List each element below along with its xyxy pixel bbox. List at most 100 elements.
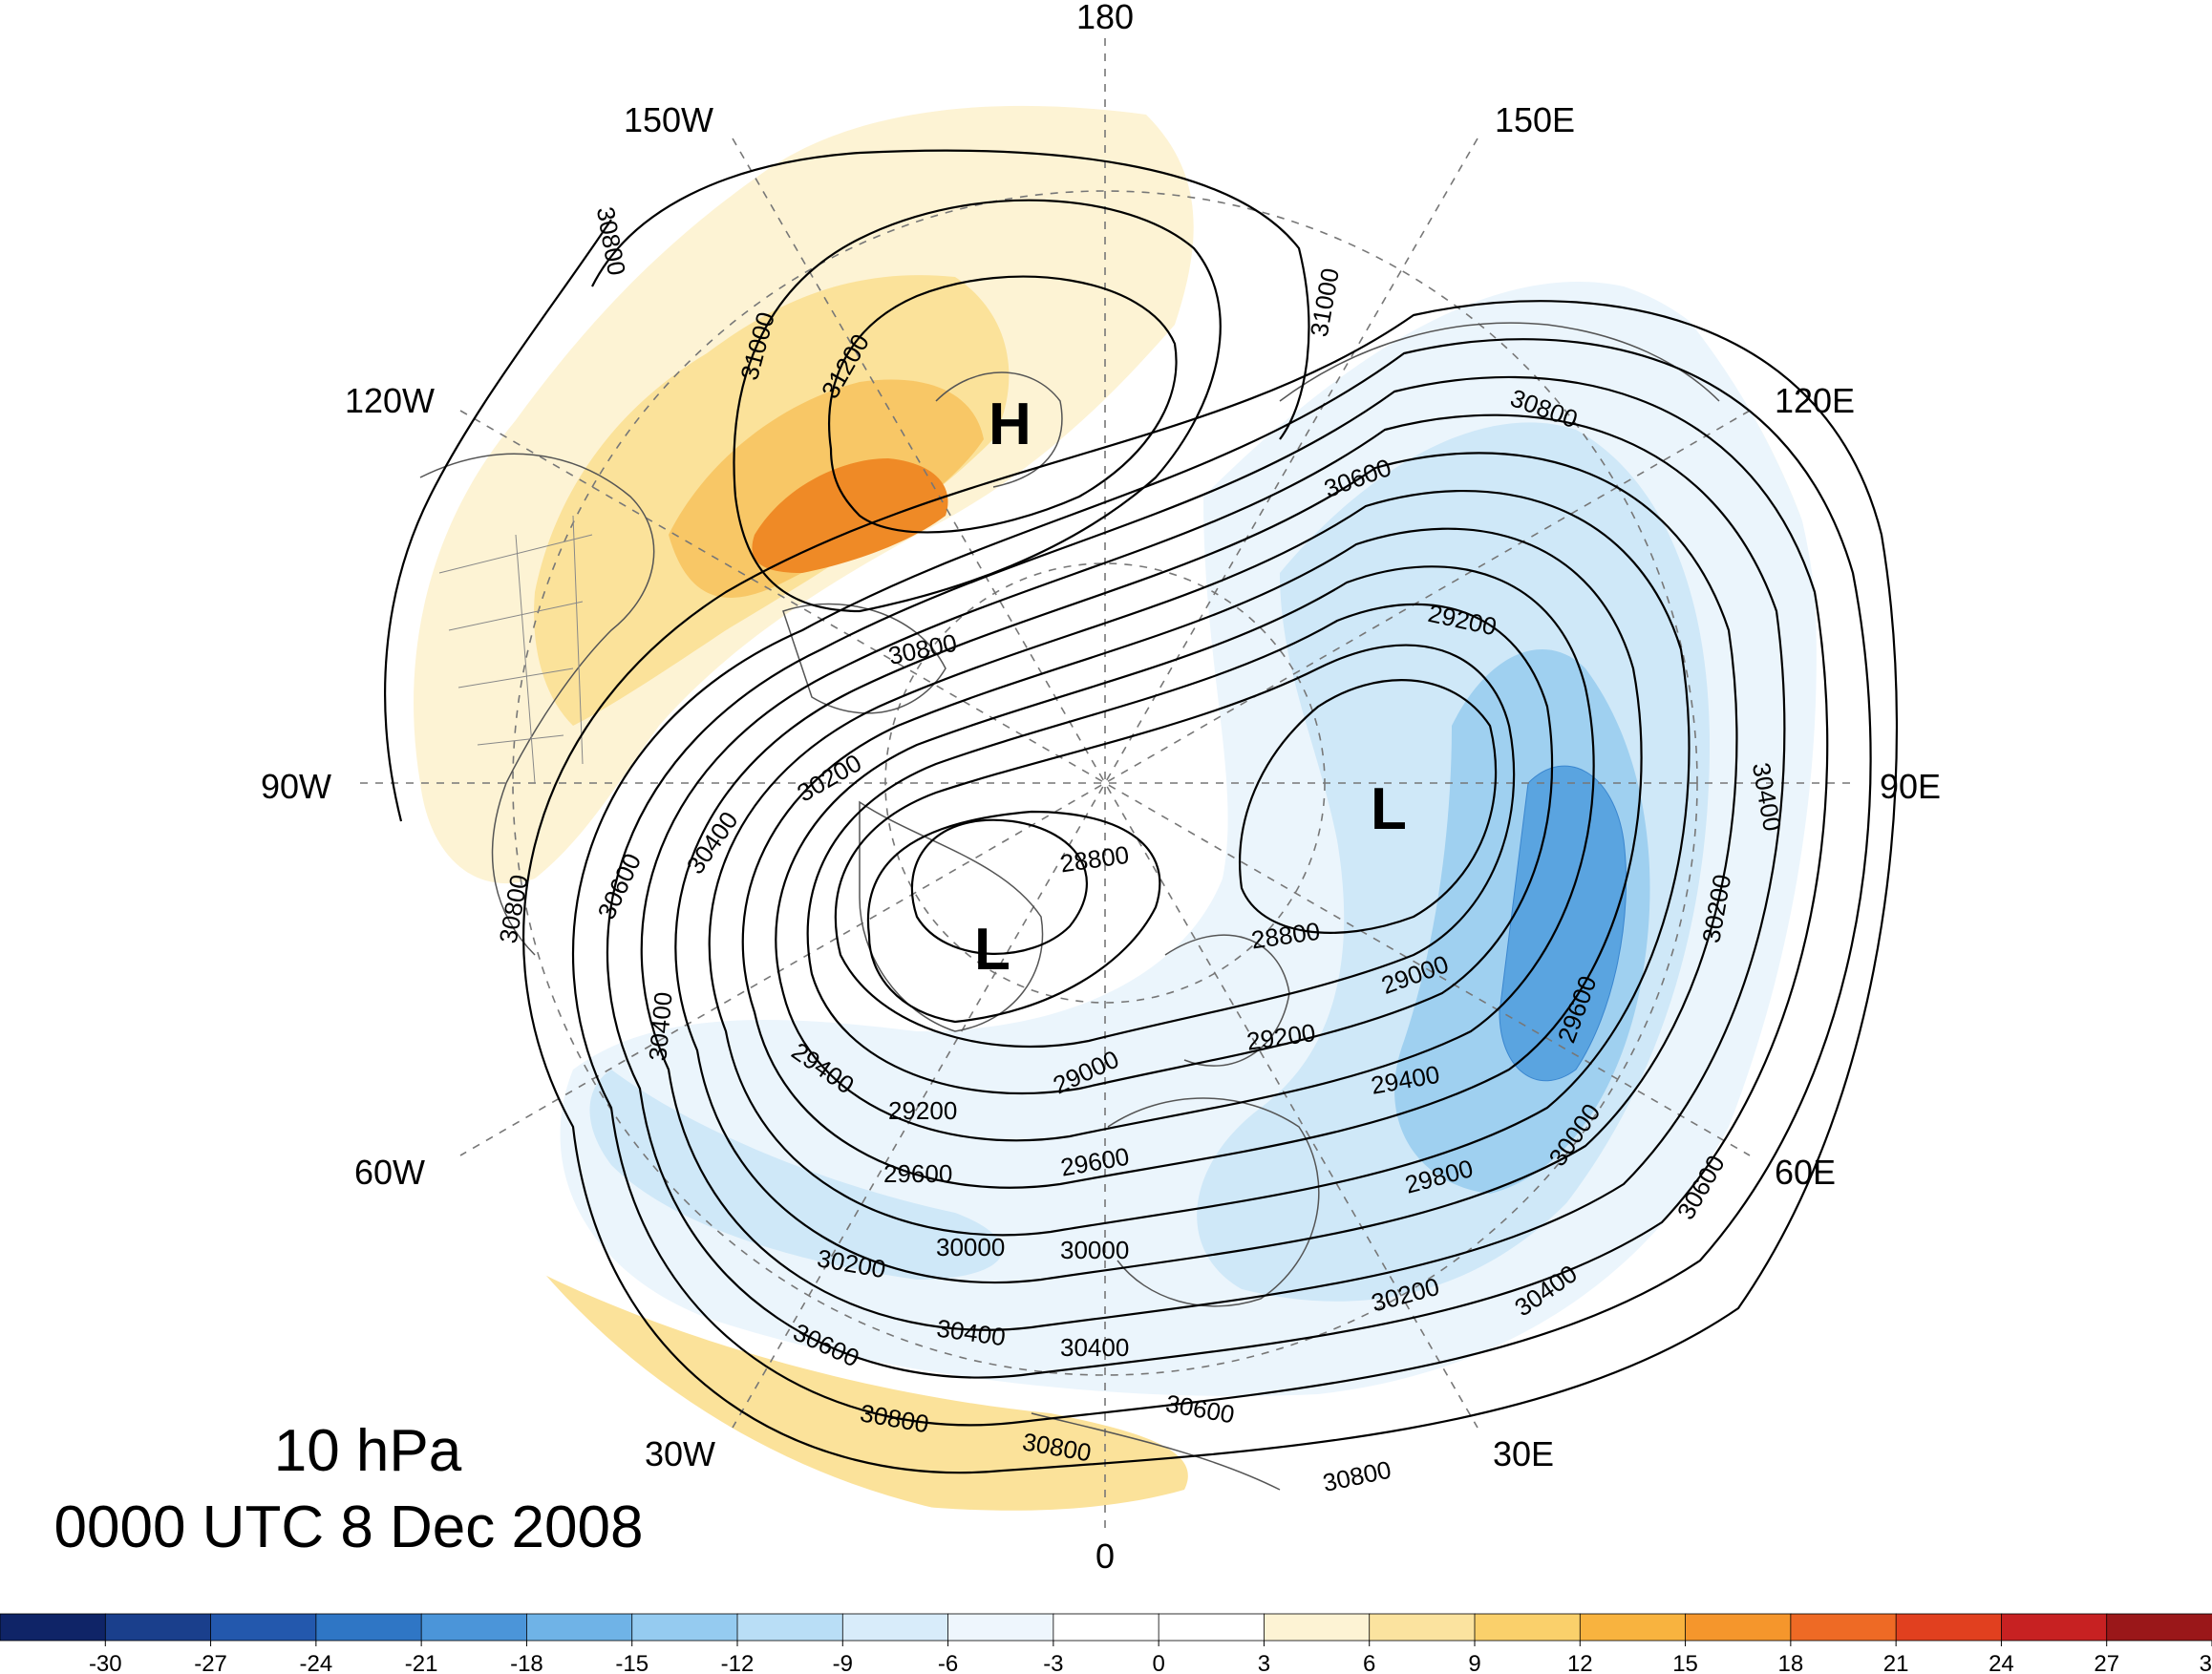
contour-label: 30400: [681, 806, 744, 879]
colorbar-swatch: [104, 1613, 212, 1642]
colorbar-swatch: [210, 1613, 317, 1642]
colorbar-tick-label: 12: [1567, 1651, 1593, 1674]
colorbar-tick-label: 3: [1258, 1651, 1270, 1674]
positive-anomaly-core: [752, 458, 948, 573]
colorbar-swatch: [1158, 1613, 1266, 1642]
colorbar-tick-label: 6: [1363, 1651, 1375, 1674]
time-title: 0000 UTC 8 Dec 2008: [54, 1494, 644, 1560]
colorbar: [0, 1613, 2212, 1642]
colorbar-tick-label: -18: [510, 1651, 543, 1674]
colorbar-tick-label: 30: [2200, 1651, 2212, 1674]
meridian-150e-30w: [732, 138, 1478, 1429]
meridian-150w-30e: [732, 138, 1478, 1429]
negative-anomaly-region: [560, 282, 1817, 1396]
negative-anomaly-atlantic: [589, 1070, 1003, 1280]
north-america-coast: [419, 453, 655, 956]
contour-30800-west: [384, 219, 612, 822]
colorbar-tick-label: -24: [300, 1651, 333, 1674]
contour-label: 30600: [591, 849, 647, 923]
contour-30800-outer: [522, 300, 1899, 1474]
contour-label: 30800: [591, 204, 631, 277]
lon-label-60e: 60E: [1775, 1153, 1836, 1192]
colorbar-tick-label: 21: [1883, 1651, 1909, 1674]
meridian-120e-60w: [459, 410, 1751, 1156]
us-state-borders: [438, 515, 593, 784]
lon-label-180: 180: [1076, 0, 1134, 36]
colorbar-swatch: [0, 1613, 107, 1642]
anomaly-shading: [414, 105, 1817, 1511]
contour-30400: [606, 375, 1829, 1379]
colorbar-tick-label: -9: [833, 1651, 853, 1674]
contour-label: 30800: [1320, 1455, 1393, 1497]
height-contours: [384, 149, 1899, 1474]
lon-label-90e: 90E: [1880, 767, 1941, 806]
contour-30800-pacific: [591, 149, 1310, 440]
colorbar-tick-label: -15: [615, 1651, 649, 1674]
colorbar-tick-label: 18: [1778, 1651, 1804, 1674]
colorbar-swatch: [1579, 1613, 1687, 1642]
contour-label: 31000: [1305, 266, 1345, 339]
colorbar-swatch: [1895, 1613, 2003, 1642]
pressure-centers: H L L: [974, 392, 1407, 983]
colorbar-swatch: [1474, 1613, 1582, 1642]
contour-label: 29200: [888, 1096, 957, 1125]
contour-label: 30200: [792, 748, 866, 807]
colorbar-swatch: [315, 1613, 423, 1642]
colorbar-swatch: [631, 1613, 738, 1642]
map-title-block: 10 hPa 0000 UTC 8 Dec 2008: [54, 1418, 644, 1560]
colorbar-swatch: [841, 1613, 949, 1642]
lon-label-30w: 30W: [645, 1434, 715, 1473]
contour-29200: [806, 603, 1554, 1095]
colorbar-tick-labels: -30 -27 -24 -21 -18 -15 -12 -9 -6 -3 0 3 6 9 12 15 18 21 2…: [89, 1641, 2212, 1674]
colorbar-swatch: [1790, 1613, 1898, 1642]
colorbar-tick-label: -6: [938, 1651, 958, 1674]
colorbar-swatch: [526, 1613, 633, 1642]
colorbar-tick-label: 15: [1672, 1651, 1698, 1674]
low-center-label-greenland: L: [974, 917, 1010, 983]
contour-30600: [571, 338, 1872, 1427]
colorbar-tick-label: 27: [2094, 1651, 2119, 1674]
lon-label-30e: 30E: [1493, 1434, 1554, 1473]
colorbar-tick-label: -30: [89, 1651, 122, 1674]
colorbar-tick-label: 0: [1152, 1651, 1164, 1674]
colorbar-tick-label: -12: [721, 1651, 755, 1674]
contour-label: 30400: [643, 990, 677, 1062]
colorbar-tick-label: -21: [405, 1651, 438, 1674]
colorbar-swatch: [1369, 1613, 1476, 1642]
lon-label-150e: 150E: [1495, 100, 1575, 139]
colorbar-tick-label: -3: [1043, 1651, 1063, 1674]
contour-29400: [775, 565, 1595, 1142]
contour-30200: [640, 413, 1786, 1331]
low-center-label-siberia: L: [1371, 776, 1407, 842]
europe-coast: [1107, 1097, 1320, 1307]
contour-label: 30800: [494, 873, 534, 945]
contour-29600: [741, 527, 1643, 1189]
colorbar-swatch: [2001, 1613, 2108, 1642]
lon-label-90w: 90W: [261, 767, 331, 806]
africa-coast: [1031, 1412, 1281, 1491]
lon-label-60w: 60W: [354, 1153, 425, 1192]
colorbar-swatch: [1264, 1613, 1371, 1642]
colorbar-swatch: [1685, 1613, 1792, 1642]
contour-29000-greenland: [866, 810, 1161, 1024]
colorbar-swatch: [420, 1613, 528, 1642]
contour-29800: [708, 490, 1691, 1237]
high-center-label: H: [989, 392, 1032, 457]
level-title: 10 hPa: [274, 1418, 462, 1484]
contour-28800-siberia: [1239, 679, 1498, 934]
contour-label: 30000: [1060, 1236, 1129, 1264]
canadian-archipelago: [782, 603, 946, 714]
contour-29000-main: [834, 644, 1516, 1049]
contour-28800-greenland: [910, 818, 1088, 955]
negative-anomaly-core: [1499, 765, 1627, 1082]
contour-label: 30000: [936, 1233, 1005, 1261]
longitude-labels: 180 0 90W 90E 150W 120W 60W 30W 150E 120…: [261, 0, 1941, 1576]
colorbar-tick-label: 24: [1989, 1651, 2014, 1674]
contour-label: 30800: [886, 628, 960, 670]
contour-30000: [674, 452, 1738, 1284]
graticule: [360, 38, 1850, 1528]
lon-label-0: 0: [1095, 1536, 1115, 1576]
colorbar-swatch: [736, 1613, 844, 1642]
colorbar-swatch: [2106, 1613, 2212, 1642]
